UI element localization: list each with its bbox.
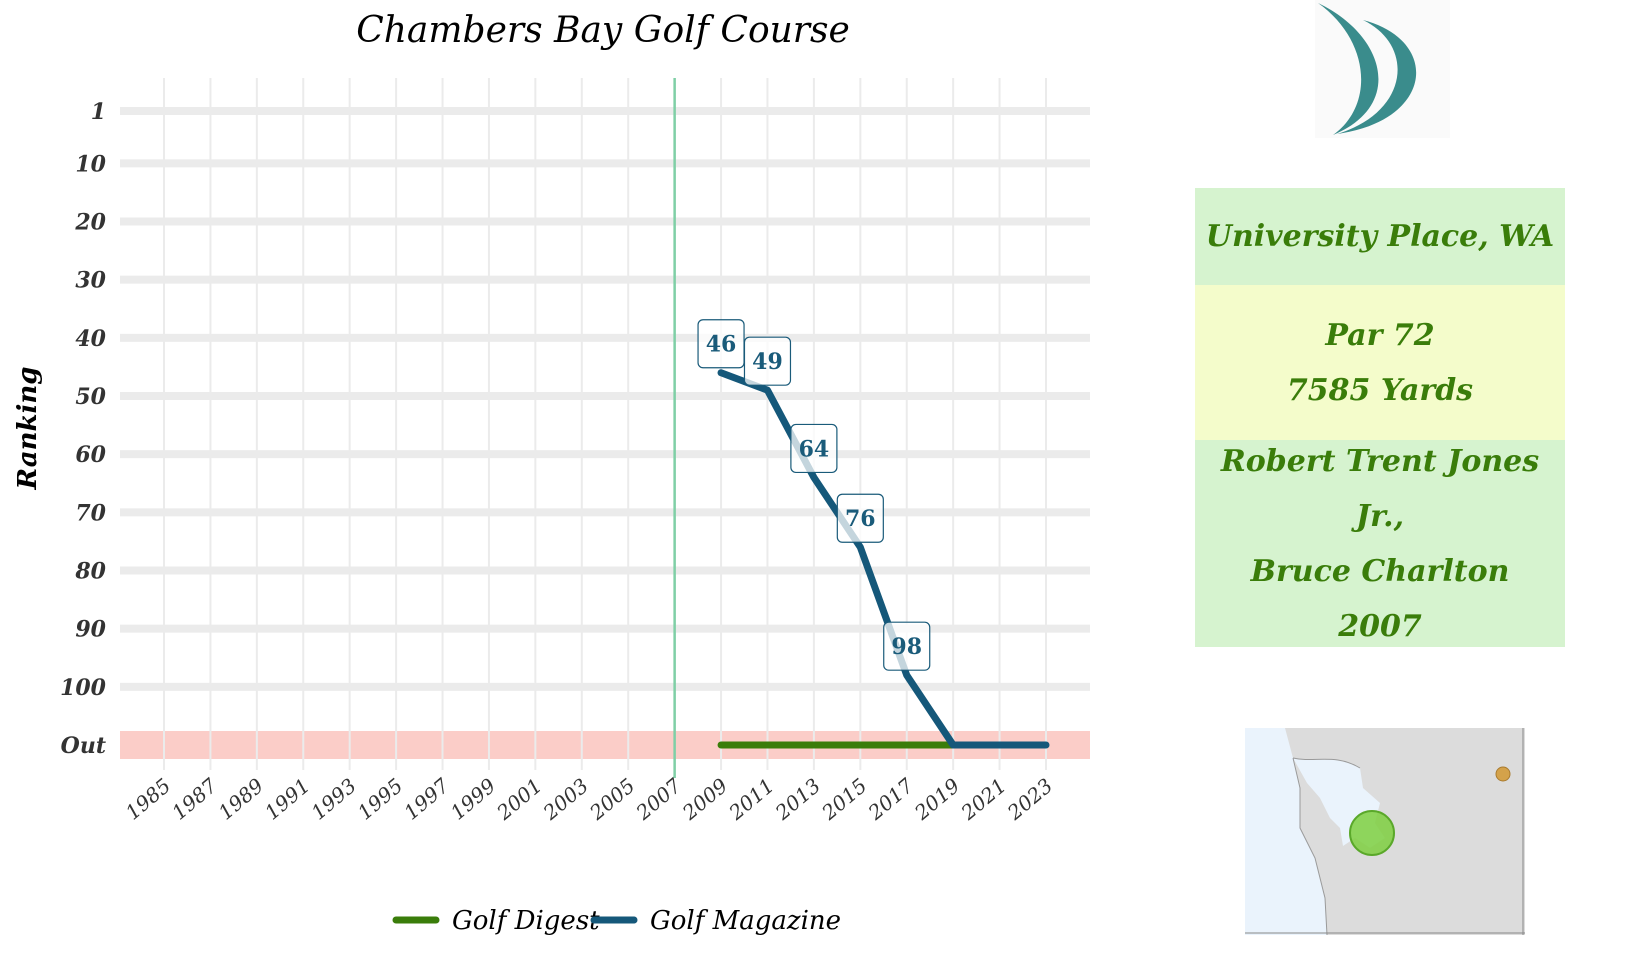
x-tick-label: 2003	[538, 773, 593, 825]
x-tick-label: 1991	[260, 773, 314, 824]
y-tick-label: 10	[75, 151, 106, 177]
x-tick-label: 2021	[956, 773, 1011, 825]
x-tick-label: 2001	[491, 773, 546, 825]
other-course-dot	[1495, 766, 1511, 782]
legend-label-golf-magazine: Golf Magazine	[650, 906, 841, 936]
data-label-box	[883, 621, 931, 671]
x-tick-label: 2009	[677, 773, 732, 825]
y-axis-label: Ranking	[13, 367, 43, 491]
x-tick-label: 2019	[909, 773, 964, 825]
y-tick-label: Out	[61, 733, 106, 759]
data-label: 46	[706, 332, 737, 358]
location-text: University Place, WA	[1205, 219, 1555, 254]
x-tick-label: 2007	[631, 773, 686, 825]
y-tick-label: 70	[75, 500, 106, 526]
course-specs-panel: Par 72 7585 Yards	[1195, 285, 1565, 440]
x-tick-label: 2023	[1002, 773, 1057, 825]
data-label: 64	[799, 436, 830, 462]
y-tick-label: 60	[75, 442, 106, 468]
data-label-box	[743, 336, 792, 386]
architect-line2-text: Bruce Charlton	[1250, 553, 1510, 589]
data-label-box	[790, 423, 838, 474]
x-tick-label: 2017	[863, 773, 918, 825]
x-tick-label: 1997	[399, 773, 454, 824]
x-tick-label: 2015	[816, 773, 871, 825]
legend-label-golf-digest: Golf Digest	[452, 906, 600, 936]
series-line-golf-magazine	[717, 369, 1050, 749]
x-tick-label: 2005	[584, 773, 639, 825]
y-tick-label: 100	[60, 675, 107, 701]
x-tick-label: 2011	[723, 773, 778, 825]
yards-text: 7585 Yards	[1286, 372, 1474, 408]
course-location-marker	[1349, 810, 1395, 856]
y-tick-label: 20	[74, 210, 106, 236]
year-opened-text: 2007	[1338, 608, 1422, 644]
x-tick-label: 1987	[167, 773, 222, 824]
y-tick-label: 80	[74, 559, 106, 585]
y-tick-label: 1	[91, 99, 106, 125]
architect-line1-text: Robert Trent Jones Jr.,	[1220, 443, 1540, 534]
y-tick-label: 90	[75, 617, 106, 643]
par-text: Par 72	[1325, 317, 1435, 353]
architect-panel: Robert Trent Jones Jr., Bruce Charlton 2…	[1195, 440, 1565, 647]
x-tick-label: 1989	[214, 773, 269, 824]
data-label: 76	[845, 506, 876, 532]
crescent-logo-icon	[1315, 0, 1450, 138]
data-label-box	[836, 493, 884, 543]
data-label: 98	[891, 634, 922, 660]
location-panel: University Place, WA	[1195, 188, 1565, 285]
washington-state-map	[1245, 728, 1525, 935]
x-tick-label: 2013	[770, 773, 825, 825]
x-tick-label: 1993	[306, 773, 360, 824]
x-tick-label: 1995	[353, 773, 407, 824]
x-tick-label: 1985	[121, 773, 175, 824]
y-tick-label: 40	[75, 326, 106, 352]
legend: Golf Digest Golf Magazine	[392, 906, 841, 936]
y-tick-label: 50	[75, 384, 106, 410]
chart-title: Chambers Bay Golf Course	[356, 10, 850, 51]
y-tick-label: 30	[75, 268, 106, 294]
x-tick-label: 1999	[446, 773, 501, 824]
data-label: 49	[752, 349, 783, 375]
